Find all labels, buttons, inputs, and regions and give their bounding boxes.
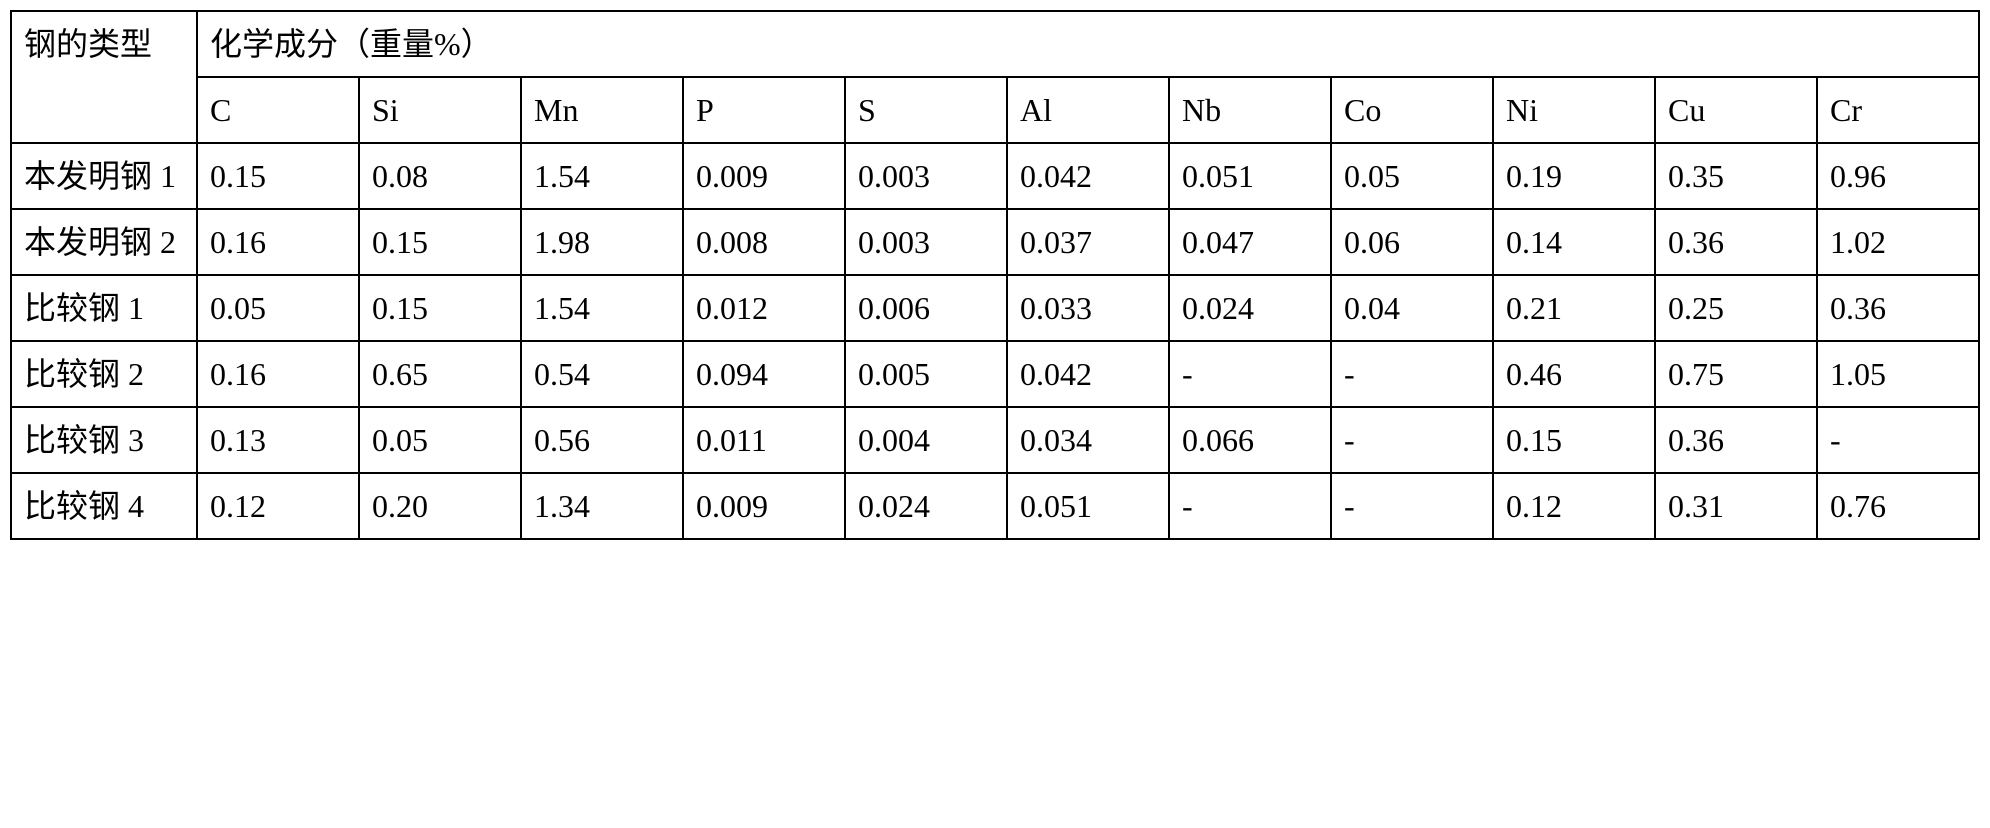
- cell-value: 0.15: [1493, 407, 1655, 473]
- cell-value: -: [1817, 407, 1979, 473]
- cell-value: 0.06: [1331, 209, 1493, 275]
- row-label: 比较钢 1: [11, 275, 197, 341]
- cell-value: 0.65: [359, 341, 521, 407]
- cell-value: 0.12: [197, 473, 359, 539]
- column-header: Co: [1331, 77, 1493, 143]
- cell-value: 0.04: [1331, 275, 1493, 341]
- cell-value: 0.024: [845, 473, 1007, 539]
- cell-value: 0.14: [1493, 209, 1655, 275]
- cell-value: 0.003: [845, 143, 1007, 209]
- table-header-row-2: C Si Mn P S Al Nb Co Ni Cu Cr: [11, 77, 1979, 143]
- cell-value: 0.36: [1655, 407, 1817, 473]
- cell-value: -: [1169, 473, 1331, 539]
- cell-value: 0.042: [1007, 143, 1169, 209]
- cell-value: 0.16: [197, 209, 359, 275]
- table-row: 比较钢 1 0.05 0.15 1.54 0.012 0.006 0.033 0…: [11, 275, 1979, 341]
- cell-value: 0.033: [1007, 275, 1169, 341]
- cell-value: -: [1169, 341, 1331, 407]
- cell-value: 0.009: [683, 143, 845, 209]
- row-label: 本发明钢 2: [11, 209, 197, 275]
- cell-value: 0.25: [1655, 275, 1817, 341]
- cell-value: 0.75: [1655, 341, 1817, 407]
- cell-value: 0.36: [1817, 275, 1979, 341]
- cell-value: 0.05: [359, 407, 521, 473]
- cell-value: 0.36: [1655, 209, 1817, 275]
- cell-value: 1.34: [521, 473, 683, 539]
- row-label: 比较钢 4: [11, 473, 197, 539]
- row-label-header: 钢的类型: [11, 11, 197, 143]
- table-row: 本发明钢 1 0.15 0.08 1.54 0.009 0.003 0.042 …: [11, 143, 1979, 209]
- cell-value: -: [1331, 473, 1493, 539]
- column-header: Ni: [1493, 77, 1655, 143]
- cell-value: 0.011: [683, 407, 845, 473]
- cell-value: 0.005: [845, 341, 1007, 407]
- cell-value: 1.54: [521, 143, 683, 209]
- cell-value: 0.066: [1169, 407, 1331, 473]
- column-header: C: [197, 77, 359, 143]
- cell-value: 0.004: [845, 407, 1007, 473]
- steel-composition-table-wrapper: 钢的类型 化学成分（重量%） C Si Mn P S Al Nb Co Ni C…: [10, 10, 1980, 540]
- row-label: 比较钢 2: [11, 341, 197, 407]
- cell-value: 0.008: [683, 209, 845, 275]
- cell-value: 0.96: [1817, 143, 1979, 209]
- cell-value: 0.15: [359, 275, 521, 341]
- row-label: 本发明钢 1: [11, 143, 197, 209]
- cell-value: 0.46: [1493, 341, 1655, 407]
- table-row: 比较钢 3 0.13 0.05 0.56 0.011 0.004 0.034 0…: [11, 407, 1979, 473]
- column-header: Mn: [521, 77, 683, 143]
- cell-value: -: [1331, 407, 1493, 473]
- cell-value: 0.12: [1493, 473, 1655, 539]
- cell-value: 0.042: [1007, 341, 1169, 407]
- cell-value: 0.19: [1493, 143, 1655, 209]
- cell-value: 0.003: [845, 209, 1007, 275]
- cell-value: 0.047: [1169, 209, 1331, 275]
- cell-value: 0.051: [1169, 143, 1331, 209]
- cell-value: 1.54: [521, 275, 683, 341]
- table-row: 本发明钢 2 0.16 0.15 1.98 0.008 0.003 0.037 …: [11, 209, 1979, 275]
- cell-value: 1.05: [1817, 341, 1979, 407]
- cell-value: 0.16: [197, 341, 359, 407]
- table-row: 比较钢 4 0.12 0.20 1.34 0.009 0.024 0.051 -…: [11, 473, 1979, 539]
- cell-value: 1.98: [521, 209, 683, 275]
- column-header: Cr: [1817, 77, 1979, 143]
- cell-value: 0.012: [683, 275, 845, 341]
- cell-value: 0.05: [1331, 143, 1493, 209]
- column-header: Si: [359, 77, 521, 143]
- column-header: P: [683, 77, 845, 143]
- cell-value: 0.15: [359, 209, 521, 275]
- cell-value: 0.76: [1817, 473, 1979, 539]
- cell-value: 0.034: [1007, 407, 1169, 473]
- cell-value: 0.35: [1655, 143, 1817, 209]
- column-header: Nb: [1169, 77, 1331, 143]
- cell-value: 0.009: [683, 473, 845, 539]
- row-label: 比较钢 3: [11, 407, 197, 473]
- cell-value: 0.024: [1169, 275, 1331, 341]
- cell-value: 0.051: [1007, 473, 1169, 539]
- main-header: 化学成分（重量%）: [197, 11, 1979, 77]
- cell-value: 0.094: [683, 341, 845, 407]
- cell-value: 0.037: [1007, 209, 1169, 275]
- cell-value: 1.02: [1817, 209, 1979, 275]
- cell-value: 0.15: [197, 143, 359, 209]
- cell-value: 0.05: [197, 275, 359, 341]
- column-header: Al: [1007, 77, 1169, 143]
- cell-value: 0.31: [1655, 473, 1817, 539]
- cell-value: 0.56: [521, 407, 683, 473]
- steel-composition-table: 钢的类型 化学成分（重量%） C Si Mn P S Al Nb Co Ni C…: [10, 10, 1980, 540]
- table-header-row-1: 钢的类型 化学成分（重量%）: [11, 11, 1979, 77]
- cell-value: 0.54: [521, 341, 683, 407]
- cell-value: 0.21: [1493, 275, 1655, 341]
- cell-value: -: [1331, 341, 1493, 407]
- table-row: 比较钢 2 0.16 0.65 0.54 0.094 0.005 0.042 -…: [11, 341, 1979, 407]
- column-header: S: [845, 77, 1007, 143]
- cell-value: 0.08: [359, 143, 521, 209]
- cell-value: 0.13: [197, 407, 359, 473]
- cell-value: 0.006: [845, 275, 1007, 341]
- column-header: Cu: [1655, 77, 1817, 143]
- cell-value: 0.20: [359, 473, 521, 539]
